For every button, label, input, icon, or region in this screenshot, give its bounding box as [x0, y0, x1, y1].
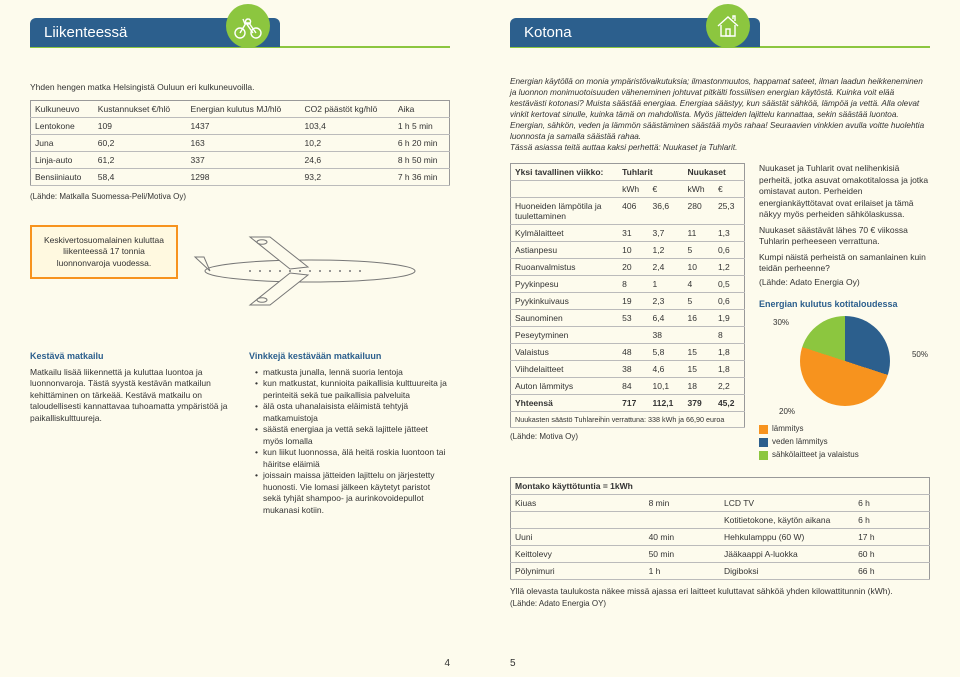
tips-heading: Vinkkejä kestävään matkailuun: [249, 351, 450, 361]
kwh-table: Montako käyttötuntia = 1kWh Kiuas8 minLC…: [510, 477, 930, 580]
tab-label: Liikenteessä: [44, 24, 127, 41]
legend-item: sähkölaitteet ja valaistus: [759, 450, 930, 461]
table-row: Linja-auto61,233724,68 h 50 min: [31, 152, 450, 169]
week-table: Yksi tavallinen viikko: Tuhlarit Nuukase…: [510, 163, 745, 428]
tab-liikenteessa: Liikenteessä: [30, 18, 280, 47]
table-row: Ruoanvalmistus202,4101,2: [511, 259, 745, 276]
table-row: Astianpesu101,250,6: [511, 242, 745, 259]
table-row: Pyykinkuivaus192,350,6: [511, 293, 745, 310]
list-item: kun matkustat, kunnioita paikallisia kul…: [255, 378, 450, 401]
table-header: Kulkuneuvo: [31, 101, 94, 118]
tab-label: Kotona: [524, 24, 572, 41]
legend-swatch: [759, 451, 768, 460]
sustain-heading: Kestävä matkailu: [30, 351, 231, 361]
list-item: matkusta junalla, lennä suoria lentoja: [255, 367, 450, 378]
table-row: Bensiiniauto58,4129893,27 h 36 min: [31, 169, 450, 186]
legend-swatch: [759, 438, 768, 447]
pie-legend: lämmitys veden lämmitys sähkölaitteet ja v…: [759, 424, 930, 460]
house-icon: [706, 4, 750, 48]
table-row: Lentokone1091437103,41 h 5 min: [31, 118, 450, 135]
week-source: (Lähde: Motiva Oy): [510, 432, 745, 441]
page-number: 4: [444, 658, 450, 669]
table-header: Kustannukset €/hlö: [94, 101, 187, 118]
transport-source: (Lähde: Matkalla Suomessa-Peli/Motiva Oy…: [30, 192, 450, 201]
table-row: Huoneiden lämpötila ja tuulettaminen4063…: [511, 198, 745, 225]
table-row: Peseytyminen388: [511, 327, 745, 344]
tips-list: matkusta junalla, lennä suoria lentojaku…: [249, 367, 450, 516]
table-row: Kotitietokone, käytön aikana6 h: [511, 511, 930, 528]
page-left: Liikenteessä Yhden hengen matka Helsingi…: [0, 0, 480, 677]
page-number: 5: [510, 658, 516, 669]
table-row: Auton lämmitys8410,1182,2: [511, 378, 745, 395]
bottom-src: (Lähde: Adato Energia OY): [510, 599, 930, 608]
table-row: Viihdelaitteet384,6151,8: [511, 361, 745, 378]
table-row: Valaistus485,8151,8: [511, 344, 745, 361]
list-item: älä osta uhanalaisista eläimistä tehtyjä…: [255, 401, 450, 424]
page-right: Kotona Energian käytöllä on monia ympäri…: [480, 0, 960, 677]
pie-title: Energian kulutus kotitaloudessa: [759, 298, 930, 310]
note-box: Keskivertosuomalainen kuluttaa liikentee…: [30, 225, 178, 279]
list-item: joissain maissa jätteiden lajittelu on j…: [255, 470, 450, 516]
table-header: CO2 päästöt kg/hlö: [301, 101, 394, 118]
bottom-note: Yllä olevasta taulukosta näkee missä aja…: [510, 586, 930, 597]
pie-chart: [800, 316, 890, 406]
table-header: Energian kulutus MJ/hlö: [187, 101, 301, 118]
legend-item: veden lämmitys: [759, 437, 930, 448]
table-row: Kylmälaitteet313,7111,3: [511, 225, 745, 242]
legend-item: lämmitys: [759, 424, 930, 435]
list-item: säästä energiaa ja vettä sekä lajittele …: [255, 424, 450, 447]
right-intro: Energian käytöllä on monia ympäristövaik…: [510, 76, 930, 153]
tab-kotona: Kotona: [510, 18, 760, 47]
list-item: kun liikut luonnossa, älä heitä roskia l…: [255, 447, 450, 470]
intro-text: Yhden hengen matka Helsingistä Ouluun er…: [30, 82, 450, 92]
table-row: Pyykinpesu8140,5: [511, 276, 745, 293]
table-row: Juna60,216310,26 h 20 min: [31, 135, 450, 152]
table-row: Yhteensä717112,137945,2: [511, 395, 745, 412]
legend-swatch: [759, 425, 768, 434]
table-header: Aika: [394, 101, 450, 118]
bicycle-icon: [226, 4, 270, 48]
table-row: Pölynimuri1 hDigiboksi66 h: [511, 562, 930, 579]
side-column: Nuukaset ja Tuhlarit ovat nelihenkisiä p…: [759, 163, 930, 462]
transport-table: KulkuneuvoKustannukset €/hlöEnergian kul…: [30, 100, 450, 186]
sustain-body: Matkailu lisää liikennettä ja kuluttaa l…: [30, 367, 231, 424]
table-row: Keittolevy50 minJääkaappi A-luokka60 h: [511, 545, 930, 562]
table-row: Kiuas8 minLCD TV6 h: [511, 494, 930, 511]
table-row: Saunominen536,4161,9: [511, 310, 745, 327]
table-row: Uuni40 minHehkulamppu (60 W)17 h: [511, 528, 930, 545]
airplane-icon: [190, 225, 450, 317]
